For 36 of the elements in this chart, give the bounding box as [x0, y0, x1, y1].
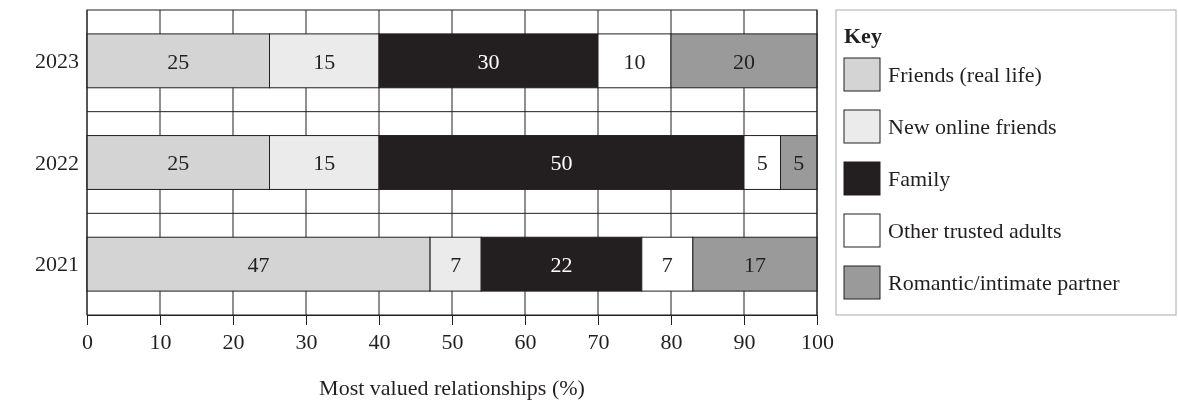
data-label: 50 — [550, 150, 573, 176]
x-tick-label: 50 — [441, 328, 464, 354]
data-label: 30 — [477, 48, 500, 74]
x-tick-label: 70 — [587, 328, 610, 354]
data-label: 5 — [756, 150, 768, 176]
legend-label: Family — [888, 166, 951, 191]
data-label: 7 — [450, 251, 462, 277]
data-label: 25 — [167, 48, 190, 74]
x-tick-label: 100 — [801, 328, 834, 354]
x-tick-label: 90 — [733, 328, 756, 354]
legend-label: Romantic/intimate partner — [888, 270, 1121, 295]
legend-label: New online friends — [888, 114, 1057, 139]
x-axis-title: Most valued relationships (%) — [319, 375, 585, 400]
data-label: 15 — [313, 48, 336, 74]
x-tick-label: 20 — [222, 328, 245, 354]
y-tick-label: 2022 — [35, 149, 79, 175]
x-tick-label: 80 — [660, 328, 683, 354]
legend-title: Key — [844, 23, 882, 48]
data-label: 22 — [550, 251, 573, 277]
x-tick-label: 0 — [82, 328, 93, 354]
x-tick-label: 60 — [514, 328, 537, 354]
data-label: 17 — [743, 251, 766, 277]
x-tick-label: 40 — [368, 328, 391, 354]
y-tick-label: 2021 — [35, 251, 79, 277]
x-tick-label: 30 — [295, 328, 318, 354]
data-label: 5 — [793, 150, 805, 176]
data-label: 20 — [733, 48, 755, 74]
legend-label: Friends (real life) — [888, 62, 1042, 87]
data-label: 10 — [623, 48, 646, 74]
data-label: 7 — [661, 251, 673, 277]
x-tick-label: 10 — [149, 328, 172, 354]
y-tick-label: 2023 — [35, 47, 79, 73]
data-label: 15 — [313, 150, 336, 176]
data-label: 47 — [247, 251, 270, 277]
data-label: 25 — [167, 150, 190, 176]
legend-label: Other trusted adults — [888, 218, 1062, 243]
